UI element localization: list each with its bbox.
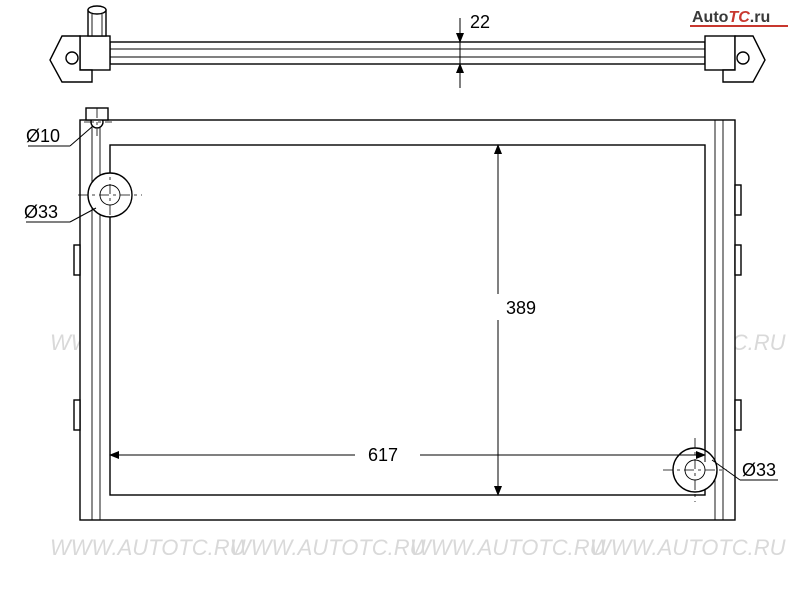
- watermark: WWW.AUTOTC.RU: [230, 535, 426, 560]
- logo-auto: Auto: [692, 9, 729, 26]
- dim-d33-br-value: Ø33: [742, 460, 776, 480]
- drawing-canvas: WWW.AUTOTC.RU WWW.AUTOTC.RU WWW.AUTOTC.R…: [0, 0, 800, 600]
- logo-ru: .ru: [750, 9, 770, 26]
- dim-width-value: 617: [368, 445, 398, 465]
- logo-tc: TC: [728, 9, 750, 26]
- dim-d33-tl-value: Ø33: [24, 202, 58, 222]
- front-view: [74, 108, 741, 520]
- watermark: WWW.AUTOTC.RU: [590, 535, 786, 560]
- dim-thickness-value: 22: [470, 12, 490, 32]
- watermark: WWW.AUTOTC.RU: [50, 535, 246, 560]
- watermark: WWW.AUTOTC.RU: [410, 535, 606, 560]
- top-view: [50, 6, 765, 82]
- logo: AutoTC.ru: [690, 9, 788, 26]
- svg-text:AutoTC.ru: AutoTC.ru: [692, 9, 770, 26]
- dim-d10-value: Ø10: [26, 126, 60, 146]
- dim-height-value: 389: [506, 298, 536, 318]
